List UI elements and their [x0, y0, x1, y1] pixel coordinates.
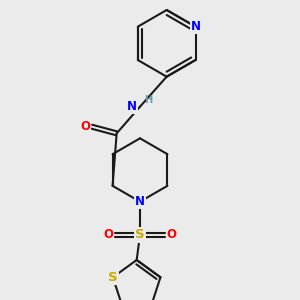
- Text: O: O: [103, 229, 113, 242]
- Text: S: S: [108, 271, 118, 284]
- Text: N: N: [135, 195, 145, 208]
- Text: N: N: [190, 20, 200, 33]
- Text: O: O: [80, 120, 90, 133]
- Text: O: O: [167, 229, 177, 242]
- Text: S: S: [135, 229, 145, 242]
- Text: N: N: [127, 100, 137, 113]
- Text: H: H: [144, 95, 152, 105]
